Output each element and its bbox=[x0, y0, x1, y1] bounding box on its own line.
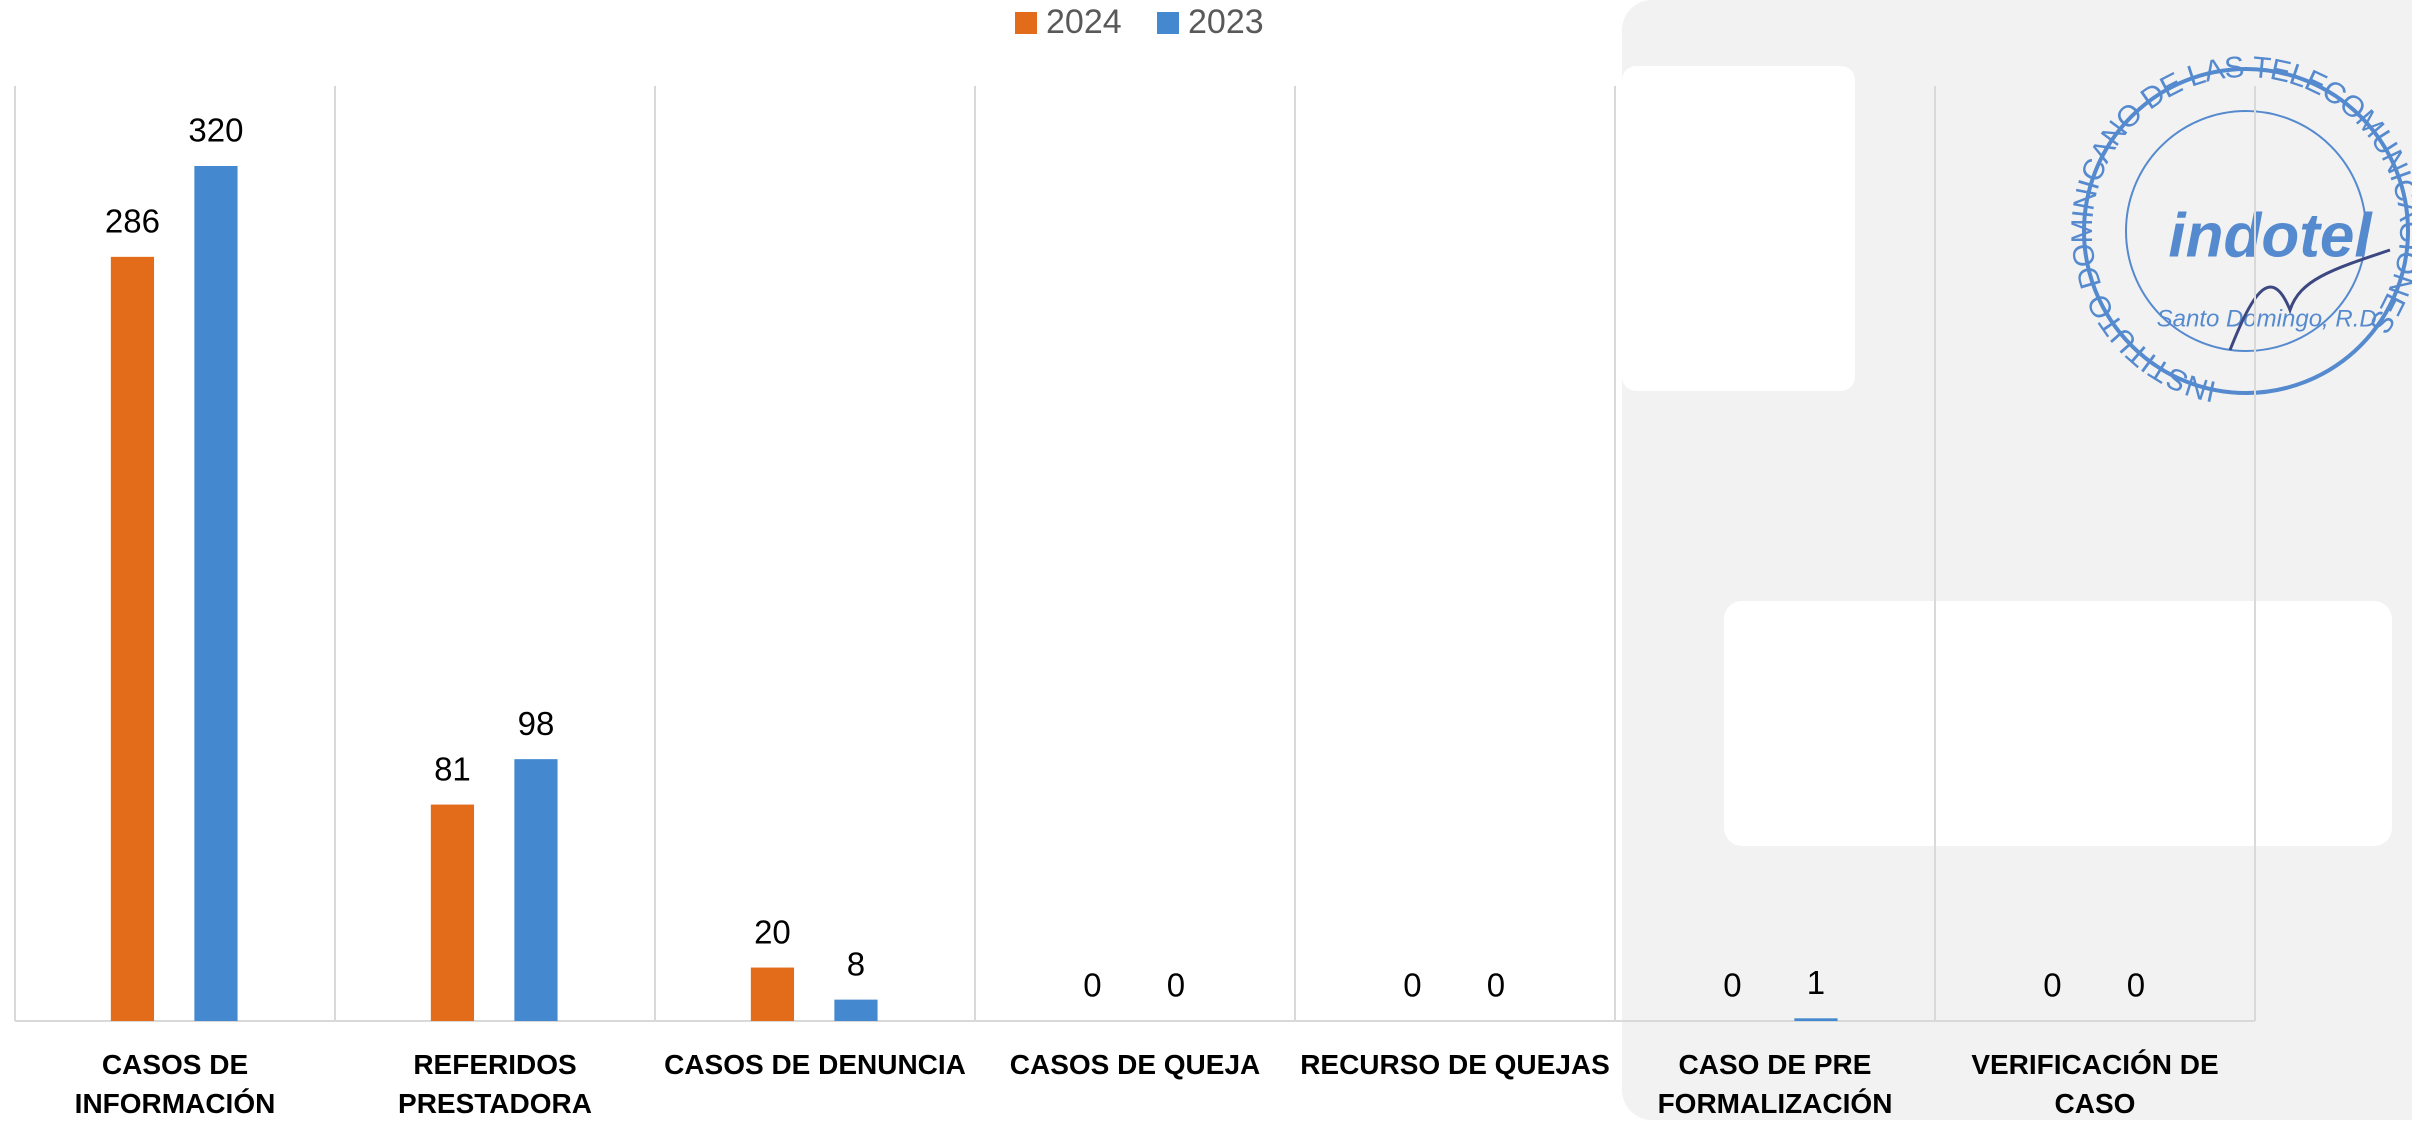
stamp-ring bbox=[2082, 67, 2410, 395]
legend-swatch bbox=[1157, 12, 1179, 34]
x-tick-label: CASOS DE INFORMACIÓN bbox=[74, 1049, 276, 1119]
bar bbox=[1794, 1018, 1838, 1021]
data-label: 0 bbox=[1723, 967, 1741, 1004]
bar bbox=[110, 256, 155, 1021]
bar bbox=[834, 999, 878, 1021]
stamp-ring bbox=[2125, 110, 2367, 352]
data-label: 0 bbox=[2127, 967, 2145, 1004]
data-label: 0 bbox=[1167, 967, 1185, 1004]
data-label: 0 bbox=[1487, 967, 1505, 1004]
x-tick-label: REFERIDOS PRESTADORA bbox=[398, 1049, 592, 1119]
legend-label: 2023 bbox=[1188, 3, 1264, 41]
data-label: 286 bbox=[105, 203, 160, 240]
data-label: 320 bbox=[188, 112, 243, 149]
data-label: 98 bbox=[518, 705, 555, 742]
bar bbox=[514, 759, 558, 1021]
stamp-city: Santo Domingo, R.D. bbox=[2157, 305, 2384, 332]
watermark-cut bbox=[1622, 66, 1855, 391]
data-label: 1 bbox=[1807, 964, 1825, 1001]
bar bbox=[750, 967, 795, 1021]
x-tick-label: RECURSO DE QUEJAS bbox=[1300, 1049, 1610, 1080]
stamp-logo: indotel bbox=[2168, 201, 2373, 270]
data-label: 0 bbox=[1403, 967, 1421, 1004]
legend-swatch bbox=[1015, 12, 1037, 34]
data-label: 0 bbox=[2043, 967, 2061, 1004]
bar bbox=[194, 166, 238, 1021]
x-tick-label: CASOS DE DENUNCIA bbox=[664, 1049, 966, 1080]
signature bbox=[2228, 248, 2391, 351]
x-tick-label: VERIFICACIÓN DE CASO bbox=[1971, 1049, 2219, 1119]
x-tick-label: CASOS DE QUEJA bbox=[1009, 1049, 1261, 1080]
x-tick-label: CASO DE PRE FORMALIZACIÓN bbox=[1657, 1049, 1893, 1119]
bar bbox=[430, 804, 475, 1021]
watermark-cut bbox=[1724, 601, 2392, 846]
data-label: 0 bbox=[1083, 967, 1101, 1004]
data-label: 81 bbox=[434, 750, 471, 787]
legend-label: 2024 bbox=[1046, 3, 1122, 41]
data-label: 8 bbox=[847, 945, 865, 982]
data-label: 20 bbox=[754, 913, 791, 950]
